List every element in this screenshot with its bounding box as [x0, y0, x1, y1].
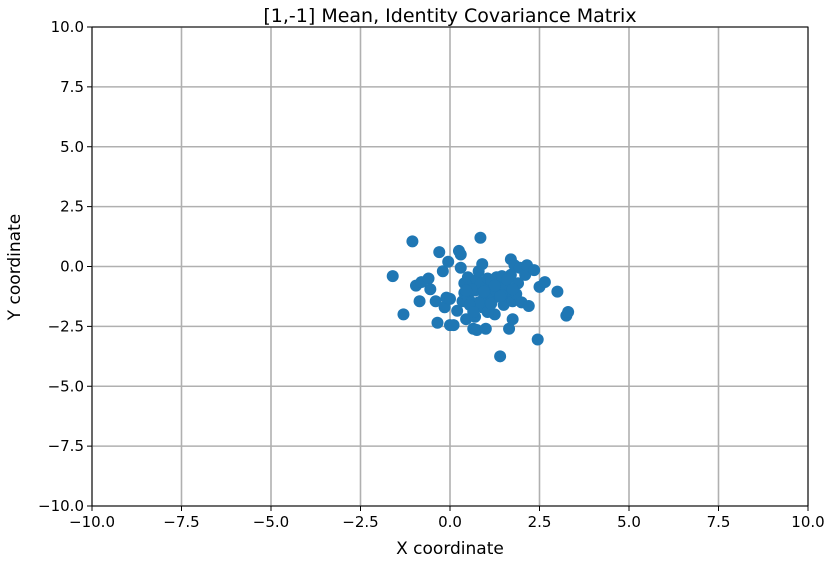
x-axis: −10.0 −7.5 −5.0 −2.5 0.0 2.5 5.0 7.5 10.0	[69, 506, 825, 531]
x-tick-label: −2.5	[342, 513, 378, 531]
data-point	[479, 322, 492, 335]
data-point	[429, 295, 442, 308]
data-point	[406, 235, 419, 248]
data-point	[436, 265, 449, 278]
data-point	[454, 248, 467, 261]
data-point	[397, 308, 410, 321]
x-tick-label: −10.0	[69, 513, 115, 531]
data-point	[538, 276, 551, 289]
y-tick-label: 2.5	[60, 198, 84, 216]
data-point	[478, 285, 491, 298]
data-point	[442, 255, 455, 268]
x-tick-label: 2.5	[528, 513, 552, 531]
data-point	[476, 258, 489, 271]
data-point	[506, 313, 519, 326]
data-point	[474, 231, 487, 244]
y-tick-label: −10.0	[38, 497, 84, 515]
data-point	[506, 283, 519, 296]
y-tick-label: −5.0	[48, 377, 84, 395]
x-tick-label: 5.0	[617, 513, 641, 531]
x-axis-label: X coordinate	[396, 539, 504, 559]
data-point	[503, 322, 516, 335]
data-point	[386, 270, 399, 283]
data-point	[470, 323, 483, 336]
x-tick-label: 10.0	[791, 513, 824, 531]
y-tick-label: 0.0	[60, 258, 84, 276]
x-tick-label: 7.5	[707, 513, 731, 531]
x-tick-label: 0.0	[438, 513, 462, 531]
data-point	[519, 268, 532, 281]
data-point	[494, 290, 507, 303]
data-point	[562, 306, 575, 319]
chart-title: [1,-1] Mean, Identity Covariance Matrix	[263, 5, 636, 27]
data-point	[460, 284, 473, 297]
data-point	[424, 283, 437, 296]
data-points	[386, 231, 575, 363]
data-point	[413, 295, 426, 308]
data-point	[531, 333, 544, 346]
data-point	[528, 264, 541, 277]
y-tick-label: 5.0	[60, 138, 84, 156]
data-point	[431, 316, 444, 329]
data-point	[551, 285, 564, 298]
data-point	[488, 279, 501, 292]
data-point	[494, 350, 507, 363]
y-tick-label: −7.5	[48, 437, 84, 455]
data-point	[447, 319, 460, 332]
data-point	[454, 261, 467, 274]
data-point	[451, 304, 464, 317]
data-point	[444, 292, 456, 305]
data-point	[485, 297, 498, 310]
data-point	[467, 306, 480, 319]
y-axis: −10.0 −7.5 −5.0 −2.5 0.0 2.5 5.0 7.5 10.0	[38, 18, 92, 515]
x-tick-label: −5.0	[253, 513, 289, 531]
y-tick-label: 7.5	[60, 78, 84, 96]
y-axis-label: Y coordinate	[5, 214, 25, 321]
y-tick-label: 10.0	[51, 18, 84, 36]
data-point	[433, 246, 446, 259]
data-point	[501, 273, 514, 286]
x-tick-label: −7.5	[163, 513, 199, 531]
y-tick-label: −2.5	[48, 317, 84, 335]
data-point	[422, 272, 435, 285]
data-point	[522, 300, 535, 313]
